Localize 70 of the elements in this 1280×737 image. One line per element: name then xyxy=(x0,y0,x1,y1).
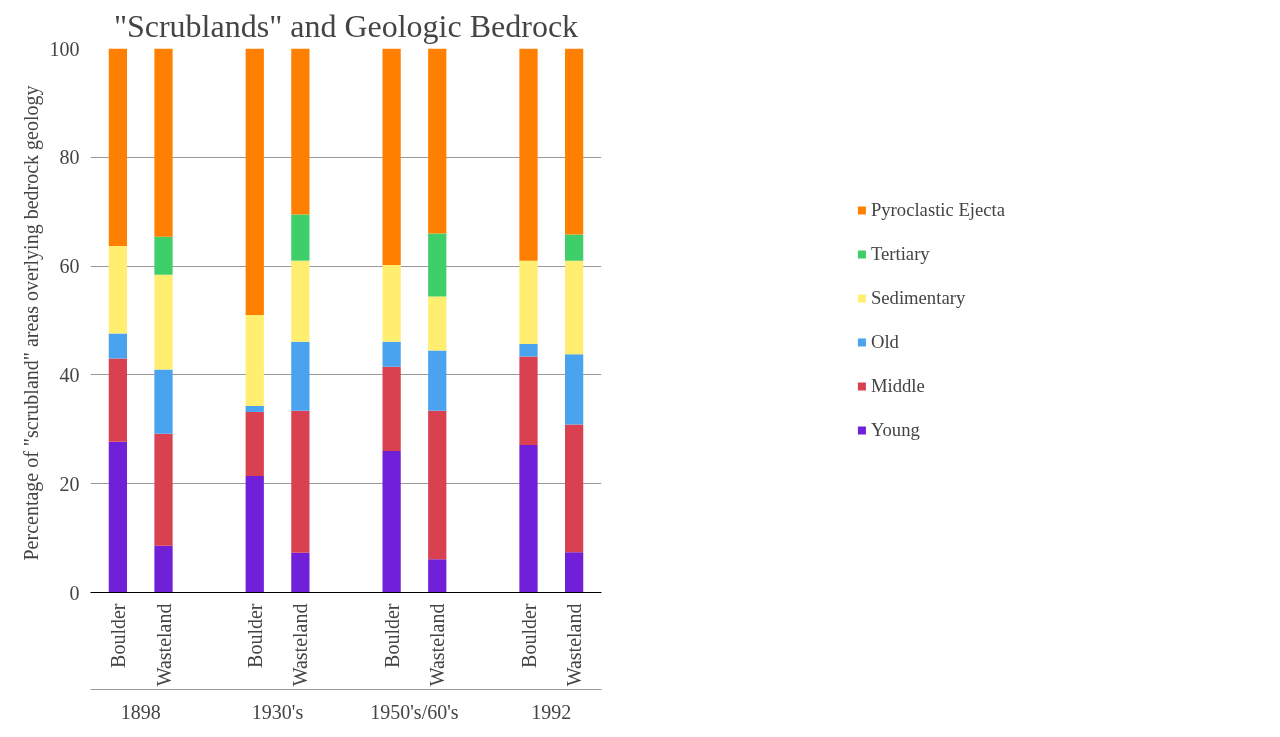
bar xyxy=(154,369,173,434)
bar xyxy=(154,236,173,275)
bar xyxy=(519,343,538,357)
bar xyxy=(108,48,127,246)
x-tick-label: Boulder xyxy=(106,603,129,668)
bar xyxy=(291,260,310,342)
bar xyxy=(565,424,584,553)
bar xyxy=(291,552,310,593)
x-tick-label: Wasteland xyxy=(426,603,449,687)
chart-title: "Scrublands" and Geologic Bedrock xyxy=(113,7,579,44)
bar xyxy=(245,411,264,477)
bar xyxy=(382,366,401,452)
bar xyxy=(428,296,447,351)
y-tick-label: 100 xyxy=(49,37,80,60)
bar xyxy=(291,214,310,261)
bar xyxy=(291,48,310,215)
bar xyxy=(154,433,173,546)
bar xyxy=(291,341,310,411)
legend-label: Tertiary xyxy=(870,243,930,265)
bar xyxy=(382,48,401,266)
bar xyxy=(245,405,264,412)
x-tick-label: Boulder xyxy=(517,603,540,668)
bar xyxy=(565,552,584,593)
bar xyxy=(565,48,584,235)
bar xyxy=(154,545,173,593)
legend-label: Sedimentary xyxy=(870,287,966,309)
y-tick-label: 20 xyxy=(59,472,80,495)
x-tick-label: Wasteland xyxy=(289,603,312,687)
bar xyxy=(565,234,584,261)
text: 1992 xyxy=(531,700,572,723)
bar xyxy=(108,358,127,442)
bar xyxy=(428,350,447,411)
bar xyxy=(428,233,447,297)
text: 1898 xyxy=(120,700,161,723)
bar xyxy=(108,441,127,593)
legend-label: Middle xyxy=(870,375,925,397)
y-tick-label: 80 xyxy=(59,146,80,169)
x-tick-label: Wasteland xyxy=(563,603,586,687)
bar xyxy=(519,356,538,446)
bar xyxy=(108,333,127,359)
bar xyxy=(519,260,538,344)
x-tick-label: Boulder xyxy=(380,603,403,668)
x-tick-label: Wasteland xyxy=(152,603,175,687)
x-tick-label: Boulder xyxy=(243,603,266,668)
y-tick-label: 0 xyxy=(69,581,80,604)
bar xyxy=(245,48,264,316)
legend-label: Old xyxy=(870,331,899,353)
y-tick-label: 40 xyxy=(59,363,80,386)
legend-label: Pyroclastic Ejecta xyxy=(870,199,1006,221)
bar xyxy=(108,245,127,334)
bar xyxy=(428,559,447,593)
bar xyxy=(154,48,173,237)
bar xyxy=(291,410,310,553)
bar xyxy=(382,265,401,342)
y-tick-label: 60 xyxy=(59,255,80,278)
bar xyxy=(519,445,538,593)
y-axis-title: Percentage of "scrubland" areas overlying bedrock geology xyxy=(19,85,43,561)
bar xyxy=(428,410,447,560)
bar xyxy=(154,274,173,370)
legend-label: Young xyxy=(870,419,920,441)
bar xyxy=(245,476,264,593)
bar xyxy=(382,341,401,367)
bar xyxy=(428,48,447,234)
bar xyxy=(565,354,584,425)
bar xyxy=(519,48,538,261)
text: 1930's xyxy=(251,700,304,723)
bar xyxy=(565,260,584,355)
bar xyxy=(245,315,264,406)
bar xyxy=(382,451,401,593)
text: 1950's/60's xyxy=(370,700,459,723)
